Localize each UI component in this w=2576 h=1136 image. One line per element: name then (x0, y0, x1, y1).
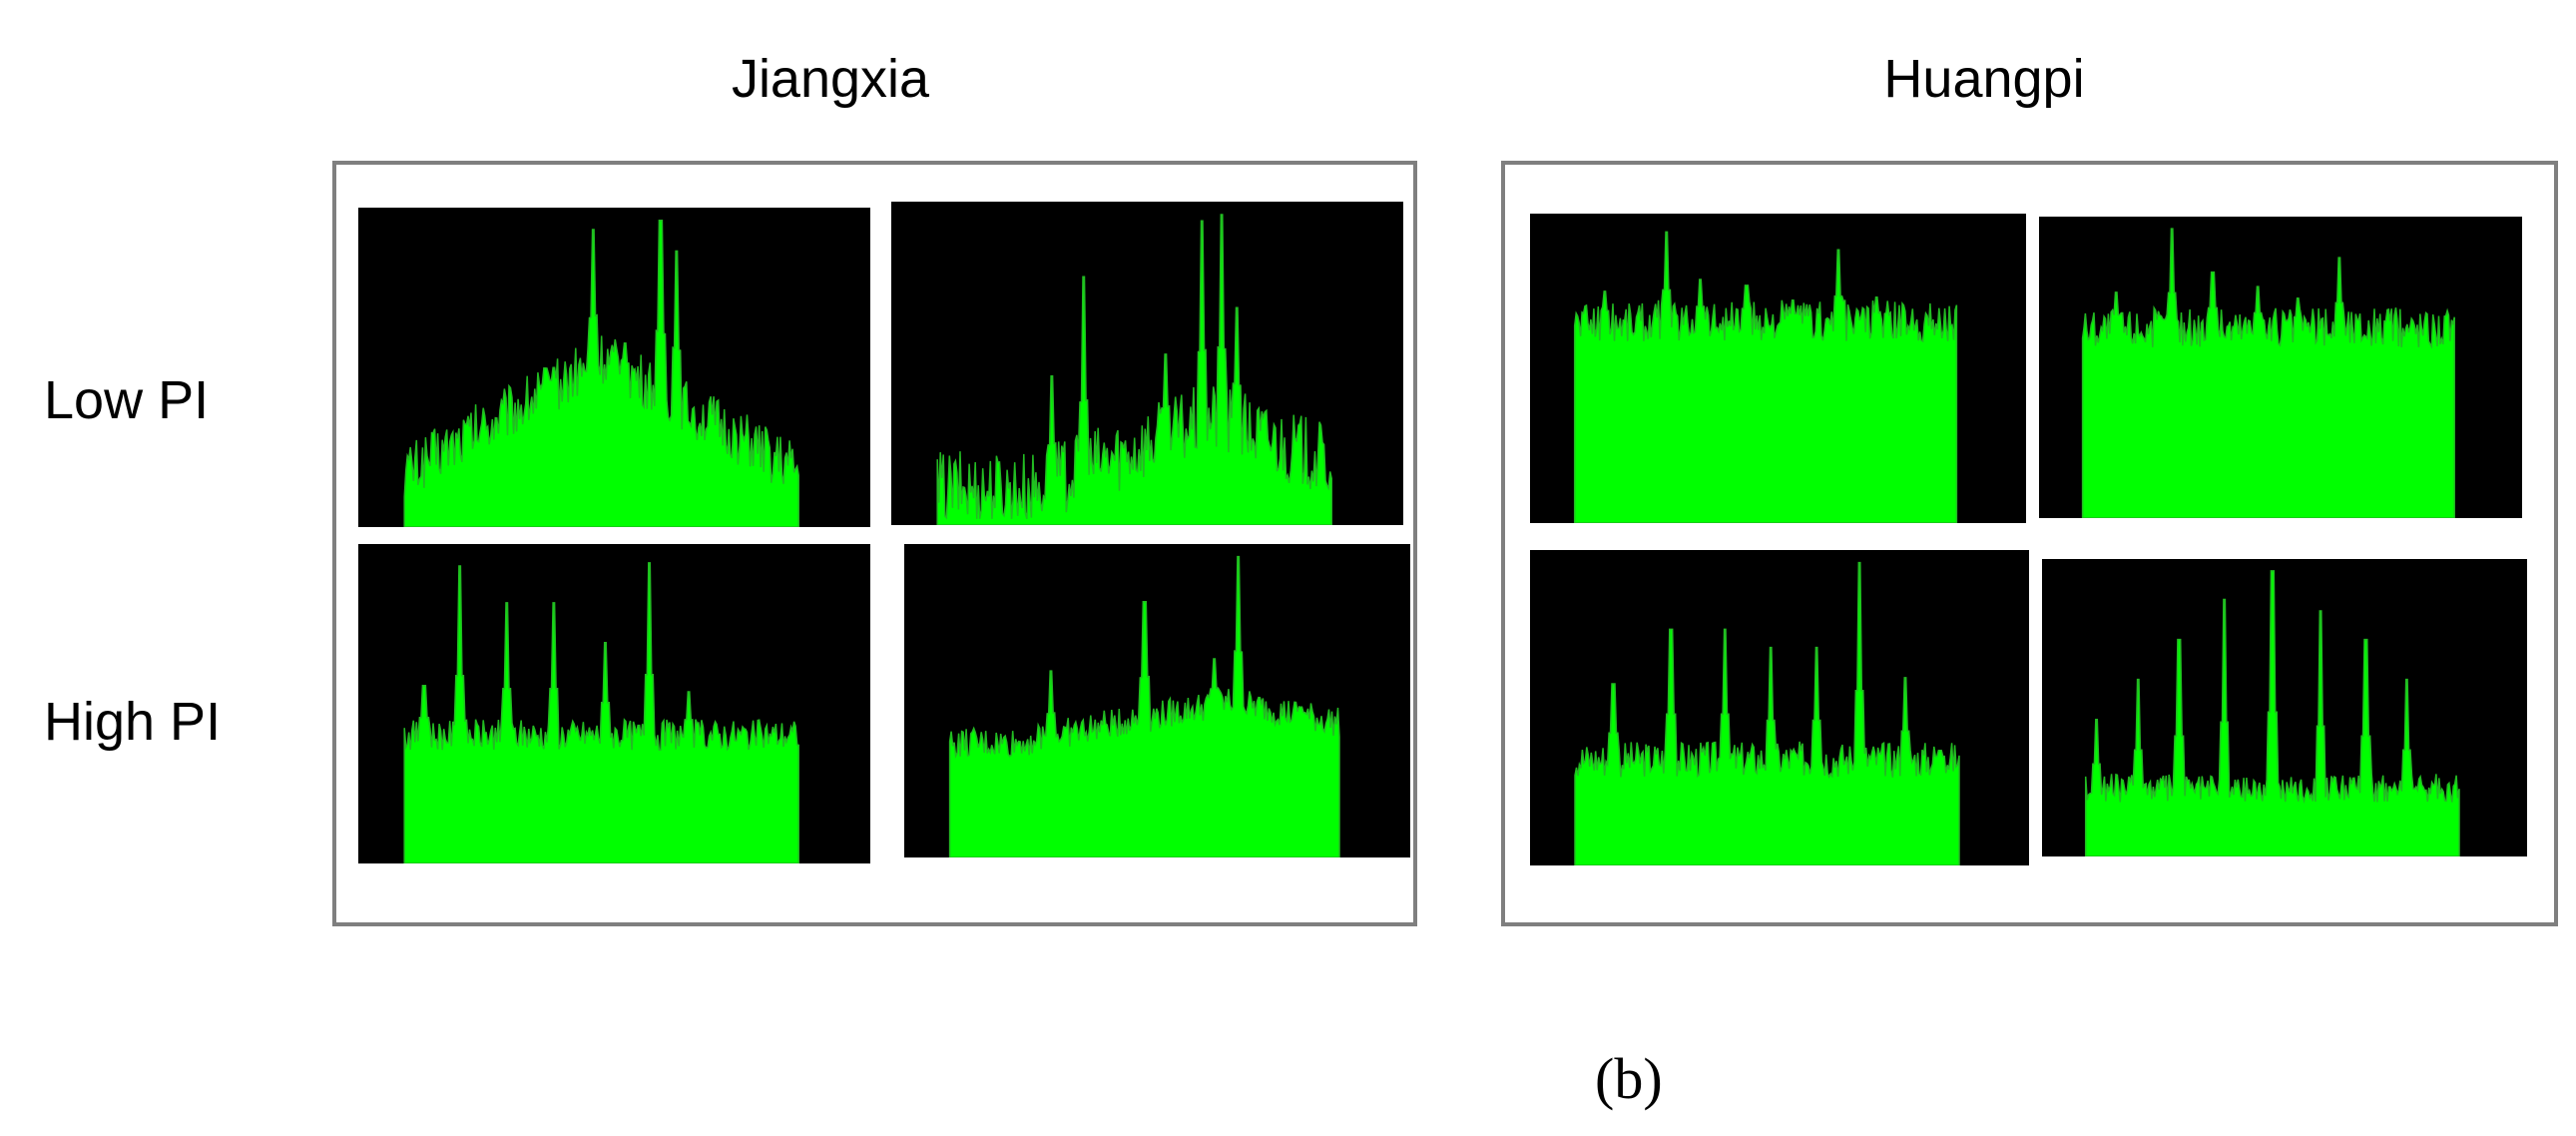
row-label-high-pi: High PI (44, 692, 222, 752)
spectrum-plot (948, 555, 1340, 857)
group-title-huangpi: Huangpi (1883, 49, 2085, 109)
spectrum-plot (936, 214, 1332, 525)
spectrum-trace (403, 562, 799, 863)
spectrum-huangpi-high-pi-2 (2042, 559, 2527, 856)
spectrum-plot (1573, 231, 1958, 523)
subfigure-label: (b) (1595, 1046, 1663, 1111)
spectrum-trace (1573, 231, 1958, 523)
spectrum-trace (936, 214, 1332, 525)
spectrum-jiangxia-high-pi-2 (904, 544, 1410, 857)
spectrum-plot (403, 220, 799, 527)
spectrum-huangpi-low-pi-2 (2039, 217, 2522, 518)
spectrum-huangpi-low-pi-1 (1530, 214, 2026, 523)
spectrum-plot (403, 562, 799, 863)
spectrum-jiangxia-low-pi-2 (891, 202, 1403, 525)
jiangxia-panel-frame (332, 161, 1417, 926)
huangpi-panel-frame (1501, 161, 2558, 926)
spectrum-trace (1574, 561, 1960, 865)
spectrum-trace (2084, 570, 2460, 856)
spectrum-jiangxia-high-pi-1 (358, 544, 870, 863)
spectrum-trace (2081, 228, 2455, 518)
group-title-jiangxia: Jiangxia (731, 49, 930, 109)
spectrum-plot (2084, 570, 2460, 856)
spectrum-plot (1574, 561, 1960, 865)
row-label-low-pi: Low PI (44, 370, 210, 430)
spectrum-trace (948, 555, 1340, 857)
spectrum-huangpi-high-pi-1 (1530, 550, 2029, 865)
spectrum-plot (2081, 228, 2455, 518)
spectrum-jiangxia-low-pi-1 (358, 208, 870, 527)
spectrum-trace (403, 220, 799, 527)
